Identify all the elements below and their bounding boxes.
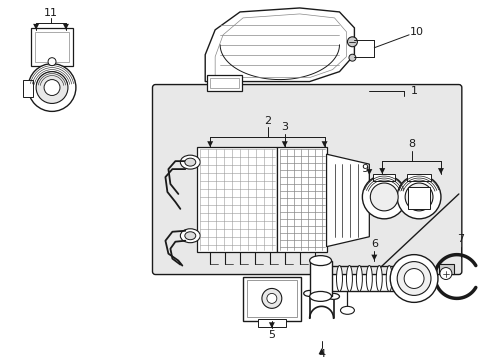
Bar (276, 147, 326, 252)
Ellipse shape (356, 266, 362, 292)
Text: 10: 10 (409, 27, 423, 37)
Ellipse shape (184, 158, 195, 166)
Polygon shape (437, 168, 443, 174)
Ellipse shape (376, 266, 382, 292)
Circle shape (362, 175, 406, 219)
Text: 4: 4 (317, 349, 325, 359)
FancyBboxPatch shape (152, 85, 461, 275)
Bar (309, 261, 331, 296)
Text: 3: 3 (281, 122, 288, 132)
Polygon shape (205, 8, 354, 82)
Bar (438, 264, 453, 274)
Bar (31, 28, 73, 66)
Polygon shape (33, 24, 39, 30)
Bar (207, 75, 242, 90)
Ellipse shape (366, 266, 371, 292)
Circle shape (347, 37, 357, 47)
Ellipse shape (386, 266, 391, 292)
Bar (35, 32, 69, 62)
Polygon shape (63, 24, 69, 30)
Bar (197, 147, 276, 252)
Circle shape (396, 262, 430, 296)
Ellipse shape (184, 232, 195, 240)
Text: 7: 7 (456, 234, 464, 244)
Bar (243, 276, 300, 321)
Circle shape (396, 175, 440, 219)
Polygon shape (326, 154, 368, 247)
Circle shape (262, 288, 281, 309)
Circle shape (389, 255, 437, 302)
Circle shape (348, 54, 355, 61)
Polygon shape (379, 194, 458, 269)
Text: 6: 6 (370, 239, 377, 249)
Text: 1: 1 (410, 86, 417, 95)
Bar (407, 187, 429, 209)
Ellipse shape (327, 293, 339, 300)
Polygon shape (366, 169, 371, 175)
Polygon shape (268, 322, 274, 328)
Ellipse shape (303, 291, 315, 296)
Circle shape (28, 64, 76, 111)
Circle shape (48, 58, 56, 66)
Circle shape (44, 80, 60, 95)
Ellipse shape (395, 266, 401, 292)
Bar (407, 174, 430, 181)
Ellipse shape (340, 306, 354, 314)
Circle shape (439, 267, 451, 279)
Bar (372, 174, 394, 181)
Ellipse shape (336, 266, 342, 292)
Text: 11: 11 (44, 8, 58, 18)
Ellipse shape (309, 256, 331, 266)
Text: 8: 8 (407, 139, 415, 149)
Ellipse shape (346, 266, 352, 292)
Polygon shape (281, 141, 287, 147)
Text: 5: 5 (268, 330, 275, 340)
Ellipse shape (180, 155, 200, 169)
Bar (246, 280, 296, 317)
Circle shape (266, 293, 276, 303)
Ellipse shape (326, 266, 332, 292)
Ellipse shape (180, 229, 200, 243)
Circle shape (36, 72, 68, 103)
Bar (210, 78, 239, 87)
Polygon shape (370, 255, 377, 261)
Bar (257, 319, 285, 327)
Polygon shape (207, 141, 213, 147)
Circle shape (405, 183, 432, 211)
Ellipse shape (309, 292, 331, 301)
Circle shape (403, 269, 423, 288)
Polygon shape (318, 348, 324, 354)
Bar (23, 80, 33, 98)
Text: 9: 9 (360, 164, 367, 174)
Polygon shape (321, 141, 327, 147)
Polygon shape (379, 168, 385, 174)
Circle shape (369, 183, 397, 211)
Text: 2: 2 (264, 116, 271, 126)
